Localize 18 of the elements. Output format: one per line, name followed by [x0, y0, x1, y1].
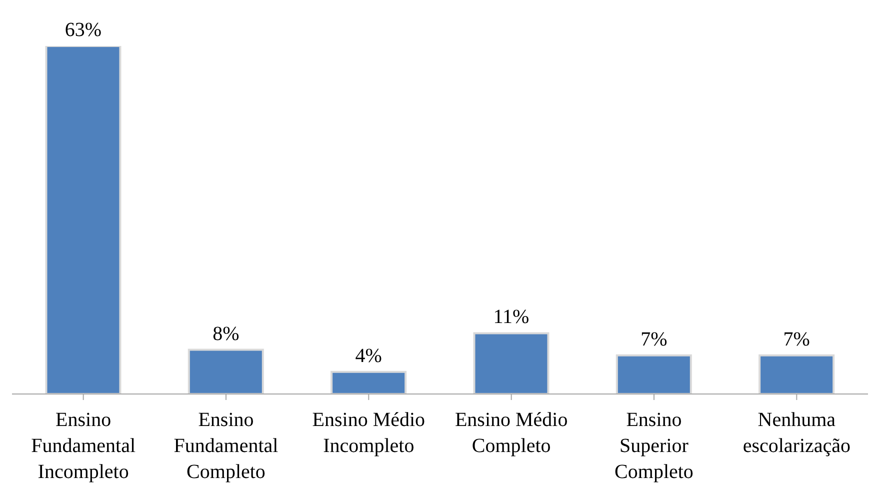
data-label: 7%	[783, 328, 810, 350]
x-tick-label: Ensino Médio Completo	[454, 409, 568, 457]
bar	[616, 354, 692, 394]
x-tick-label: Ensino Fundamental Incompleto	[31, 409, 136, 483]
bar	[45, 46, 122, 394]
data-label: 4%	[355, 344, 382, 367]
x-tick-label: Ensino Médio Incompleto	[312, 409, 426, 457]
bar	[758, 354, 835, 394]
bar	[473, 332, 550, 394]
data-label: 7%	[640, 328, 668, 350]
x-tick-label: Ensino Superior Completo	[614, 409, 694, 483]
bar	[330, 370, 407, 394]
bar	[188, 348, 264, 394]
x-tick-label: Nenhuma escolarização	[742, 409, 851, 457]
data-label: 11%	[493, 306, 530, 328]
x-tick-label: Ensino Fundamental Completo	[174, 409, 279, 483]
data-label: 63%	[64, 19, 102, 41]
data-label: 8%	[212, 322, 240, 345]
